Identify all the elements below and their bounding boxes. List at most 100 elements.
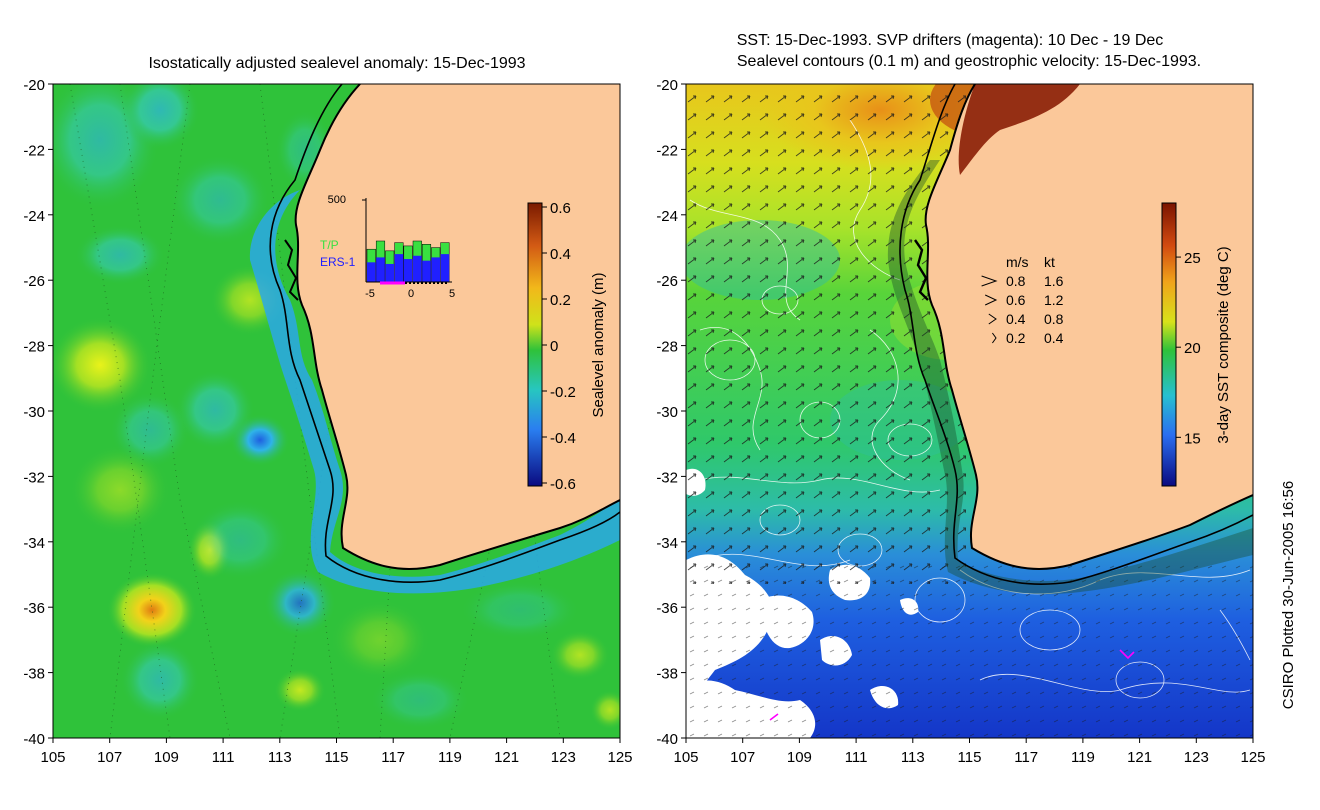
sea-level-colorbar: 0.6 0.4 0.2 0 -0.2 -0.4 -0.6 Sealevel anomaly … [527, 200, 607, 493]
inset-ymax-label: 500 [328, 194, 346, 206]
lon-tick-label: 111 [212, 749, 235, 766]
right-lat-axis: -20 -22 -24 -26 -28 -30 -32 -34 -36 -38 -40 [656, 77, 686, 748]
plot-credit: CSIRO Plotted 30-Jun-2005 16:56 [1280, 481, 1297, 709]
ers-count-bar [403, 259, 413, 282]
colorbar-tick-label: 0.4 [550, 246, 571, 263]
ers-count-bar [422, 260, 431, 282]
colorbar-tick-label: -0.2 [550, 384, 576, 401]
lon-tick-label: 105 [673, 749, 698, 766]
inset-x-tick: 5 [449, 288, 455, 300]
lat-tick-label: -28 [23, 339, 45, 356]
lat-tick-label: -34 [656, 535, 678, 552]
inset-x-tick: -5 [365, 288, 375, 300]
sst-colorbar: 25 20 15 3-day SST composite (deg C) [1161, 202, 1232, 487]
velocity-legend: m/s kt 0.8 1.6 0.6 1.2 0.4 0.8 0.2 0.4 [981, 254, 1064, 346]
velocity-legend-kt: 1.2 [1044, 292, 1064, 308]
colorbar-tick-label: 15 [1184, 430, 1201, 447]
inset-x-tick: 0 [408, 288, 414, 300]
right-panel-title-line1: SST: 15-Dec-1993. SVP drifters (magenta)… [737, 32, 1164, 49]
lat-tick-label: -30 [23, 404, 45, 421]
lon-tick-label: 117 [381, 749, 405, 766]
right-panel-title-line2: Sealevel contours (0.1 m) and geostrophi… [737, 53, 1201, 70]
ers-count-bar [376, 257, 385, 282]
lat-tick-label: -36 [656, 600, 678, 617]
velocity-legend-ms: 0.6 [1006, 292, 1026, 308]
right-lon-axis: 105 107 109 111 113 115 117 119 121 123 125 [673, 738, 1266, 766]
lon-tick-label: 105 [40, 749, 65, 766]
colorbar-tick-label: 25 [1184, 250, 1201, 267]
right-map-panel: SST: 15-Dec-1993. SVP drifters (magenta)… [656, 32, 1265, 766]
lat-tick-label: -38 [23, 666, 45, 683]
lat-tick-label: -20 [23, 77, 45, 94]
lat-tick-label: -36 [23, 600, 45, 617]
colorbar-tick-label: -0.6 [550, 476, 576, 493]
lon-tick-label: 115 [325, 749, 349, 766]
lat-tick-label: -24 [23, 208, 45, 225]
velocity-legend-kt: 1.6 [1044, 273, 1064, 289]
lon-tick-label: 115 [958, 749, 982, 766]
velocity-legend-ms: 0.4 [1006, 311, 1026, 327]
lon-tick-label: 117 [1014, 749, 1038, 766]
lon-tick-label: 119 [1071, 749, 1095, 766]
sea-level-colorbar-label: Sealevel anomaly (m) [590, 272, 607, 417]
lat-tick-label: -32 [23, 469, 45, 486]
lon-tick-label: 111 [845, 749, 868, 766]
lat-tick-label: -30 [656, 404, 678, 421]
inset-legend-ers: ERS-1 [320, 255, 356, 269]
lat-tick-label: -34 [23, 535, 45, 552]
ers-count-bar [367, 262, 376, 282]
velocity-legend-arrow [984, 294, 998, 306]
lat-tick-label: -20 [656, 77, 678, 94]
lon-tick-label: 121 [1127, 749, 1152, 766]
colorbar-tick-label: -0.4 [550, 430, 576, 447]
lat-tick-label: -22 [23, 142, 45, 159]
colorbar-tick-label: 20 [1184, 340, 1201, 357]
lat-tick-label: -26 [656, 273, 678, 290]
ers-count-bar [413, 255, 422, 282]
lon-tick-label: 109 [154, 749, 179, 766]
data-count-inset: 500 T/P ERS-1 -5 0 5 [320, 194, 455, 300]
left-panel-title: Isostatically adjusted sealevel anomaly:… [148, 55, 525, 72]
ers-count-bar [440, 254, 450, 282]
left-lon-axis: 105 107 109 111 113 115 117 119 121 123 125 [40, 738, 633, 766]
velocity-legend-ms: 0.2 [1006, 330, 1026, 346]
inset-legend-tp: T/P [320, 238, 339, 252]
lon-tick-label: 119 [438, 749, 462, 766]
lat-tick-label: -40 [656, 731, 678, 748]
colorbar-tick-label: 0 [550, 338, 558, 355]
lon-tick-label: 109 [787, 749, 812, 766]
velocity-legend-ms-header: m/s [1006, 254, 1029, 270]
geostrophic-velocity-vectors [686, 84, 966, 584]
colorbar-tick-label: 0.2 [550, 292, 571, 309]
lon-tick-label: 107 [730, 749, 755, 766]
ers-count-bar [385, 263, 394, 282]
velocity-legend-arrow [991, 332, 997, 344]
lat-tick-label: -28 [656, 339, 678, 356]
colorbar-tick-label: 0.6 [550, 200, 571, 217]
velocity-legend-kt-header: kt [1044, 254, 1055, 270]
left-lat-axis: -20 -22 -24 -26 -28 -30 -32 -34 -36 -38 -40 [23, 77, 53, 748]
lat-tick-label: -26 [23, 273, 45, 290]
lon-tick-label: 113 [901, 749, 925, 766]
lon-tick-label: 107 [97, 749, 122, 766]
lat-tick-label: -32 [656, 469, 678, 486]
lat-tick-label: -40 [23, 731, 45, 748]
lon-tick-label: 125 [607, 749, 632, 766]
lat-tick-label: -24 [656, 208, 678, 225]
svp-drifter-tracks [769, 649, 1135, 721]
lat-tick-label: -38 [656, 666, 678, 683]
velocity-legend-ms: 0.8 [1006, 273, 1026, 289]
lon-tick-label: 125 [1240, 749, 1265, 766]
lon-tick-label: 113 [268, 749, 292, 766]
sealevel-anomaly-field [53, 84, 620, 738]
velocity-legend-kt: 0.4 [1044, 330, 1064, 346]
lon-tick-label: 123 [1184, 749, 1209, 766]
lon-tick-label: 121 [494, 749, 519, 766]
velocity-legend-arrow [988, 313, 997, 325]
lon-tick-label: 123 [551, 749, 576, 766]
lat-tick-label: -22 [656, 142, 678, 159]
left-map-panel: Isostatically adjusted sealevel anomaly:… [23, 55, 632, 766]
sst-colorbar-label: 3-day SST composite (deg C) [1215, 246, 1232, 443]
velocity-legend-kt: 0.8 [1044, 311, 1064, 327]
ers-count-bar [394, 254, 404, 282]
